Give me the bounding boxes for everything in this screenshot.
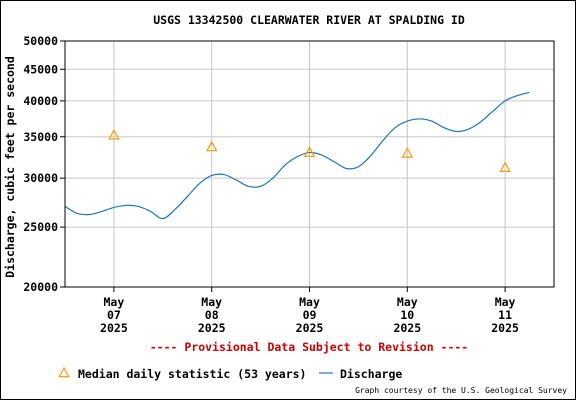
median-daily-marker <box>205 140 218 152</box>
discharge-series-line <box>64 91 530 220</box>
y-tick-label: 20000 <box>23 280 58 294</box>
y-axis-label: Discharge, cubic feet per second <box>3 56 17 278</box>
legend-label-discharge: Discharge <box>340 367 402 381</box>
y-tick-label: 25000 <box>23 220 58 234</box>
x-tick-label: 2025 <box>100 321 128 335</box>
x-tick-label: 2025 <box>491 321 519 335</box>
legend-swatch-median <box>58 366 70 378</box>
median-daily-marker <box>499 161 511 172</box>
x-tick-label: May <box>201 295 222 309</box>
grid-lines <box>65 40 554 288</box>
chart-title: USGS 13342500 CLEARWATER RIVER AT SPALDI… <box>153 13 465 27</box>
y-tick-label: 45000 <box>23 62 58 76</box>
y-axis-ticks: 20000 25000 30000 35000 40000 45000 50000 <box>23 34 65 294</box>
x-tick-label: 11 <box>498 308 512 322</box>
x-axis-ticks: May072025May082025May092025May102025May1… <box>100 287 519 335</box>
graph-credit: Graph courtesy of the U.S. Geological Su… <box>355 386 567 395</box>
x-tick-label: 07 <box>107 308 121 322</box>
provisional-data-note: ---- Provisional Data Subject to Revisio… <box>150 340 469 354</box>
x-tick-label: 2025 <box>296 321 324 335</box>
y-tick-label: 30000 <box>23 171 58 185</box>
plot-area-border <box>64 40 555 288</box>
median-daily-marker <box>401 147 414 158</box>
x-tick-label: 08 <box>205 308 219 322</box>
x-tick-label: May <box>397 295 418 309</box>
series-layer <box>64 91 530 220</box>
legend: Median daily statistic (53 years) Dischar… <box>58 366 402 381</box>
x-tick-label: May <box>104 295 125 309</box>
legend-label-median: Median daily statistic (53 years) <box>78 367 306 381</box>
median-daily-marker <box>108 128 120 140</box>
x-tick-label: May <box>299 295 320 309</box>
x-tick-label: 2025 <box>393 321 421 335</box>
y-tick-label: 35000 <box>23 130 58 144</box>
x-tick-label: 09 <box>303 308 317 322</box>
median-daily-marker <box>303 146 316 157</box>
y-tick-label: 50000 <box>23 34 58 48</box>
x-tick-label: May <box>495 295 516 309</box>
y-tick-label: 40000 <box>23 94 58 108</box>
x-tick-label: 2025 <box>198 321 226 335</box>
x-tick-label: 10 <box>400 308 414 322</box>
